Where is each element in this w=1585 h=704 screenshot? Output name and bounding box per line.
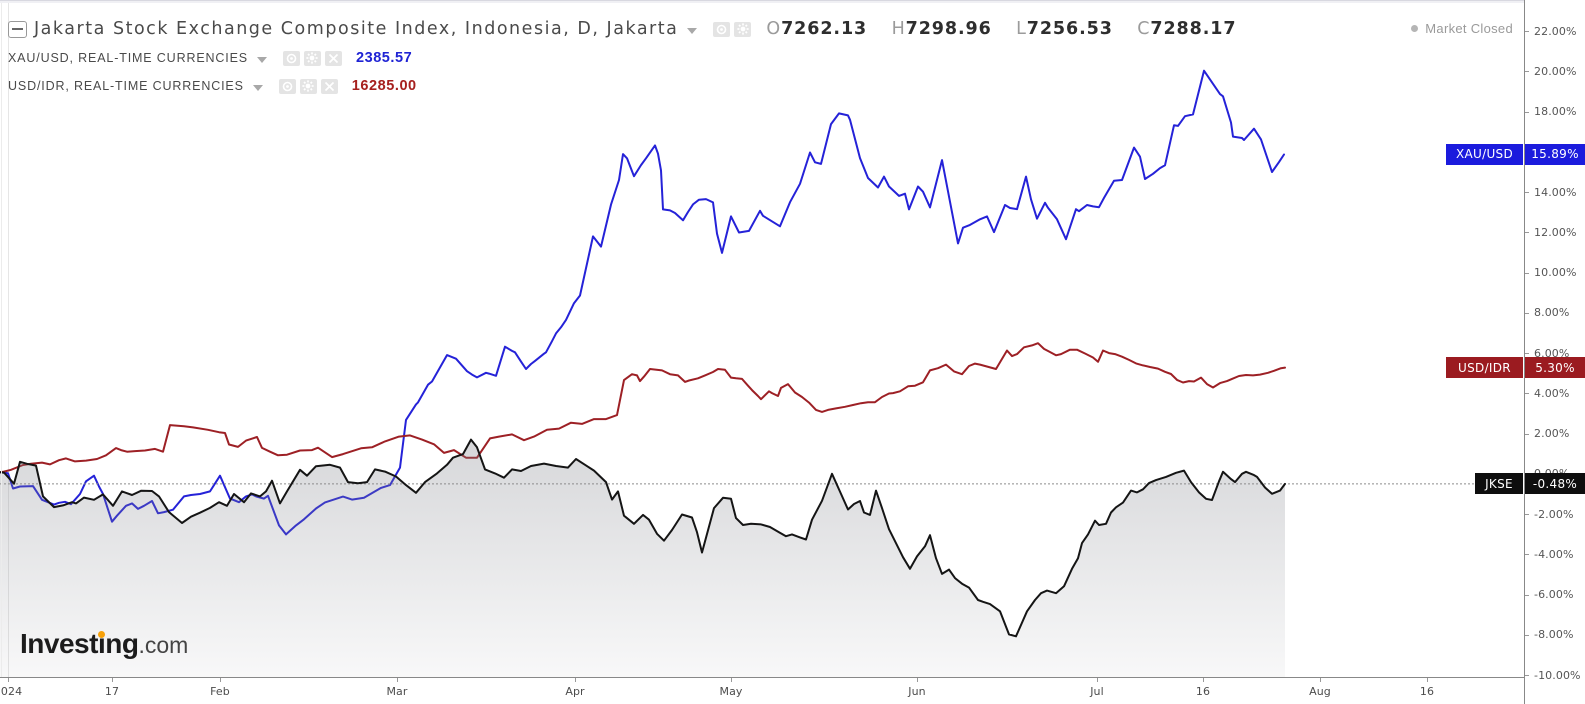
- y-tick-label: -6.00%: [1534, 588, 1574, 601]
- x-tick-mark: [1203, 678, 1204, 682]
- close-icon[interactable]: [320, 78, 338, 94]
- y-tick-label: -10.00%: [1534, 668, 1581, 682]
- x-tick-label: Jul: [1090, 685, 1104, 698]
- y-tick-label: 18.00%: [1534, 105, 1577, 118]
- chart-plot[interactable]: [0, 0, 1524, 677]
- x-tick-label: 16: [1419, 685, 1435, 698]
- y-tick-label: 14.00%: [1534, 185, 1577, 199]
- series2-title[interactable]: USD/IDR, REAL-TIME CURRENCIES: [8, 79, 244, 93]
- logo-orange-dot-icon: [98, 630, 106, 638]
- y-tick-mark: [1525, 433, 1529, 435]
- y-tick-label: -4.00%: [1534, 547, 1574, 561]
- chevron-down-icon[interactable]: [687, 27, 698, 34]
- market-status: Market Closed: [1411, 21, 1513, 36]
- y-tick-label: 10.00%: [1534, 266, 1577, 279]
- price-label-tag-jkse: JKSE: [1475, 473, 1523, 495]
- y-tick-mark: [1525, 353, 1529, 354]
- price-label-value-usdidr: 5.30%: [1525, 357, 1585, 379]
- y-tick-mark: [1525, 554, 1529, 556]
- investing-logo[interactable]: Invest ing.com: [20, 628, 189, 659]
- y-tick-mark: [1525, 272, 1529, 274]
- market-status-text: Market Closed: [1425, 21, 1513, 36]
- legend: Jakarta Stock Exchange Composite Index, …: [8, 14, 1236, 100]
- y-tick-mark: [1525, 594, 1529, 596]
- x-tick-label: Feb: [210, 685, 230, 698]
- y-tick-mark: [1525, 192, 1529, 193]
- y-tick-label: 20.00%: [1534, 64, 1577, 78]
- y-tick-label: 6.00%: [1534, 346, 1570, 360]
- x-tick-label: 2024: [0, 685, 23, 698]
- x-tick-mark: [1320, 678, 1321, 682]
- x-tick-mark: [220, 678, 221, 682]
- eye-icon[interactable]: [713, 21, 731, 37]
- eye-icon[interactable]: [282, 50, 300, 66]
- y-tick-label: 8.00%: [1534, 306, 1570, 320]
- series2-value: 16285.00: [351, 78, 417, 94]
- legend-row-main: Jakarta Stock Exchange Composite Index, …: [8, 14, 1236, 44]
- x-tick-label: 17: [104, 685, 120, 698]
- x-tick-label: Mar: [386, 685, 408, 698]
- x-tick-label: May: [719, 685, 743, 698]
- main-symbol-title[interactable]: Jakarta Stock Exchange Composite Index, …: [34, 19, 679, 39]
- series1-value: 2385.57: [355, 50, 413, 66]
- x-tick-mark: [112, 678, 113, 682]
- y-tick-mark: [1525, 675, 1529, 676]
- y-tick-label: 22.00%: [1534, 24, 1577, 38]
- price-label-tag-xauusd: XAU/USD: [1446, 143, 1523, 165]
- ohlc-values: O7262.13 H7298.96 L7256.53 C7288.17: [766, 19, 1237, 39]
- gear-icon[interactable]: [734, 21, 752, 37]
- price-label-tag-usdidr: USD/IDR: [1446, 357, 1523, 379]
- y-tick-label: 4.00%: [1534, 386, 1570, 400]
- x-tick-label: Jun: [908, 685, 926, 698]
- y-tick-mark: [1525, 634, 1529, 636]
- x-tick-mark: [1097, 678, 1098, 682]
- series-line-usdidr[interactable]: [0, 342, 1286, 474]
- legend-row-usdidr: USD/IDR, REAL-TIME CURRENCIES 16285.00: [8, 72, 1236, 100]
- market-status-dot-icon: [1411, 25, 1419, 32]
- price-axis[interactable]: 22.00%20.00%18.00%16.00%14.00%12.00%10.0…: [1524, 0, 1585, 704]
- close-icon[interactable]: [324, 50, 342, 66]
- x-tick-mark: [8, 678, 9, 682]
- y-tick-label: 2.00%: [1534, 427, 1570, 440]
- area-fill-jkse: [0, 439, 1285, 677]
- eye-icon[interactable]: [278, 78, 296, 94]
- x-tick-mark: [1427, 678, 1428, 682]
- x-tick-label: 16: [1195, 685, 1211, 698]
- time-axis[interactable]: 2024 17 Feb Mar Apr May Jun Jul 16 Aug 16: [0, 677, 1524, 704]
- y-tick-mark: [1525, 31, 1529, 32]
- x-tick-mark: [397, 678, 398, 682]
- y-tick-mark: [1525, 312, 1529, 314]
- y-tick-mark: [1525, 71, 1529, 73]
- chevron-down-icon[interactable]: [256, 56, 267, 63]
- x-tick-label: Aug: [1309, 685, 1331, 698]
- y-tick-label: -2.00%: [1534, 507, 1574, 521]
- series-line-jkse[interactable]: [0, 438, 1286, 638]
- x-tick-label: Apr: [565, 685, 585, 698]
- y-tick-label: -8.00%: [1534, 628, 1574, 642]
- series1-title[interactable]: XAU/USD, REAL-TIME CURRENCIES: [8, 51, 248, 65]
- x-tick-mark: [731, 678, 732, 682]
- series-line-xauusd[interactable]: [0, 69, 1285, 536]
- chevron-down-icon[interactable]: [252, 84, 263, 91]
- y-tick-label: 12.00%: [1534, 225, 1577, 239]
- y-tick-mark: [1525, 393, 1529, 395]
- top-border: [0, 0, 1585, 3]
- left-border: [1, 3, 2, 704]
- x-tick-mark: [575, 678, 576, 682]
- collapse-icon[interactable]: [8, 20, 27, 38]
- legend-row-xauusd: XAU/USD, REAL-TIME CURRENCIES 2385.57: [8, 44, 1236, 72]
- y-tick-mark: [1525, 514, 1529, 515]
- y-tick-mark: [1525, 111, 1529, 113]
- y-tick-mark: [1525, 232, 1529, 234]
- price-label-value-xauusd: 15.89%: [1525, 143, 1585, 165]
- gear-icon[interactable]: [303, 50, 321, 66]
- x-tick-mark: [917, 678, 918, 682]
- price-label-value-jkse: -0.48%: [1525, 473, 1585, 495]
- gear-icon[interactable]: [299, 78, 317, 94]
